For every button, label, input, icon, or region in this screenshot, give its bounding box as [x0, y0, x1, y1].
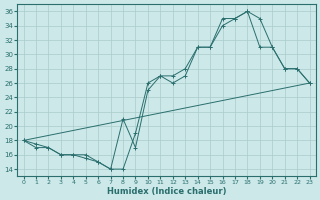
X-axis label: Humidex (Indice chaleur): Humidex (Indice chaleur) — [107, 187, 226, 196]
